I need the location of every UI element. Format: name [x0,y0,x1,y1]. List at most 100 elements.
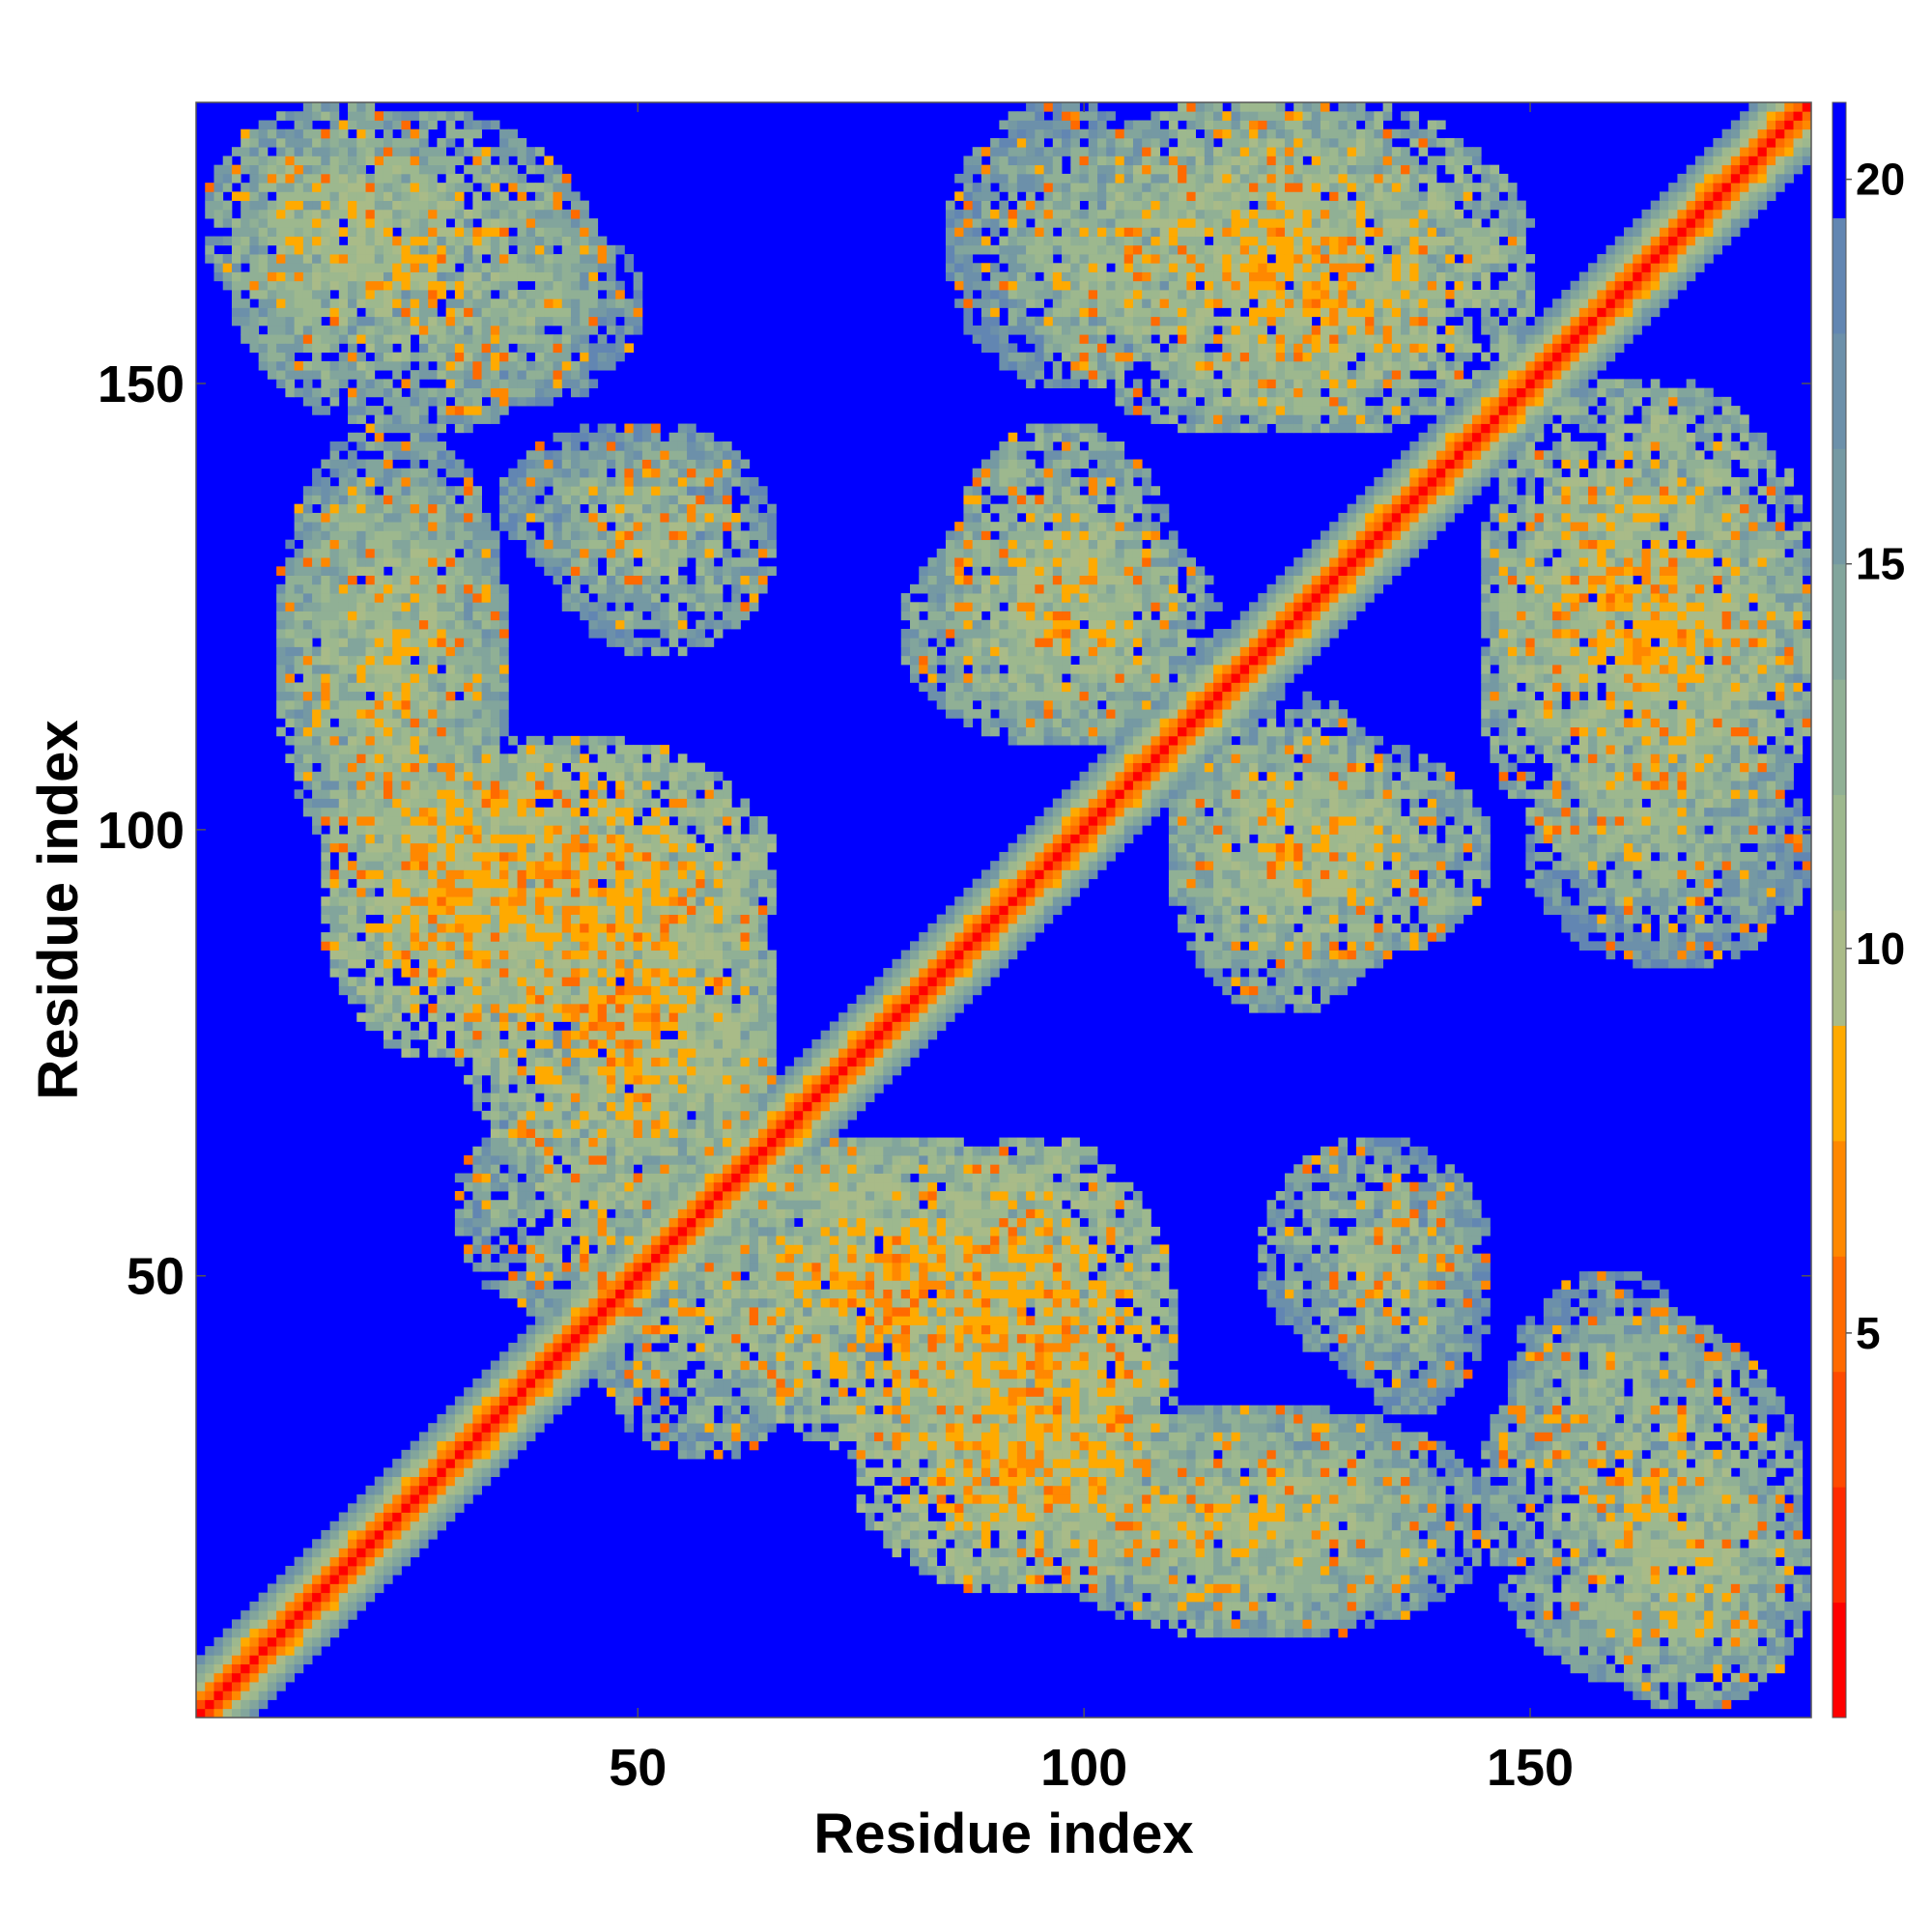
heatmap-cell [624,781,635,790]
heatmap-cell [302,673,313,683]
heatmap-cell [410,798,420,809]
heatmap-cell [312,816,322,826]
heatmap-cell [472,781,482,790]
heatmap-cell [499,1128,509,1138]
heatmap-cell [401,816,412,826]
heatmap-cell [508,1396,518,1406]
heatmap-cell [561,1137,572,1148]
heatmap-cell [383,147,393,156]
heatmap-cell [615,441,625,451]
heatmap-cell [329,360,340,371]
heatmap-cell [588,432,599,442]
heatmap-cell [588,807,599,817]
heatmap-cell [481,1459,492,1468]
heatmap-cell [464,111,473,121]
heatmap-cell [356,762,366,773]
heatmap-cell [570,459,581,469]
heatmap-cell [508,941,518,951]
heatmap-cell [570,503,581,514]
heatmap-cell [392,718,402,728]
heatmap-cell [561,209,572,219]
heatmap-cell [508,468,518,478]
heatmap-cell [348,896,357,906]
heatmap-cell [561,1173,572,1183]
heatmap-cell [580,227,589,237]
heatmap-cell [437,1440,447,1451]
heatmap-cell [668,1405,679,1415]
heatmap-cell [526,183,536,192]
heatmap-cell [410,842,420,853]
heatmap-cell [329,709,340,719]
heatmap-cell [437,503,447,514]
heatmap-cell [464,307,473,318]
heatmap-cell [651,611,661,621]
heatmap-cell [231,1628,242,1638]
heatmap-cell [445,825,456,835]
heatmap-cell [428,655,438,666]
heatmap-cell [508,1387,518,1397]
heatmap-cell [544,762,554,773]
heatmap-cell [517,1155,527,1165]
heatmap-cell [418,183,429,192]
heatmap-cell [321,745,330,754]
heatmap-cell [437,530,447,541]
heatmap-cell [641,423,652,434]
heatmap-cell [267,1610,277,1620]
heatmap-cell [445,941,456,951]
heatmap-cell [383,878,393,889]
heatmap-cell [338,753,349,763]
heatmap-cell [490,718,500,728]
heatmap-cell [490,726,500,737]
heatmap-cell [508,781,518,790]
heatmap-cell [410,183,420,192]
heatmap-cell [321,673,330,683]
heatmap-cell [508,1164,518,1174]
heatmap-cell [356,495,366,505]
heatmap-cell [374,503,384,514]
heatmap-cell [580,1084,589,1094]
heatmap-cell [526,263,536,272]
heatmap-cell [401,851,412,862]
heatmap-cell [660,646,669,657]
heatmap-cell [526,834,536,844]
heatmap-cell [526,316,536,327]
heatmap-cell [526,1405,536,1415]
heatmap-cell [401,183,412,192]
heatmap-cell [553,352,563,362]
heatmap-cell [338,950,349,960]
heatmap-cell [418,307,429,318]
heatmap-cell [535,334,545,344]
heatmap-cell [374,718,384,728]
heatmap-cell [222,1655,233,1664]
heatmap-cell [294,762,304,773]
heatmap-cell [258,1636,269,1647]
heatmap-cell [553,1173,563,1183]
heatmap-cell [580,1155,589,1165]
heatmap-cell [464,1173,473,1183]
heatmap-cell [553,1333,563,1344]
heatmap-cell [338,137,349,148]
heatmap-cell [374,137,384,148]
heatmap-cell [464,735,473,746]
heatmap-cell [410,887,420,897]
heatmap-cell [428,280,438,291]
heatmap-cell [606,1146,616,1156]
heatmap-cell [597,236,608,246]
heatmap-cell [445,236,456,246]
heatmap-cell [499,825,509,835]
heatmap-cell [383,486,393,496]
heatmap-cell [472,200,482,211]
heatmap-cell [517,1038,527,1049]
heatmap-cell [410,914,420,924]
heatmap-cell [356,699,366,710]
heatmap-cell [302,128,313,139]
heatmap-cell [249,236,260,246]
heatmap-cell [553,468,563,478]
heatmap-cell [241,209,250,219]
heatmap-cell [338,646,349,657]
heatmap-cell [410,459,420,469]
heatmap-cell [517,370,527,380]
heatmap-cell [383,120,393,130]
heatmap-cell [481,726,492,737]
heatmap-cell [651,1217,661,1228]
